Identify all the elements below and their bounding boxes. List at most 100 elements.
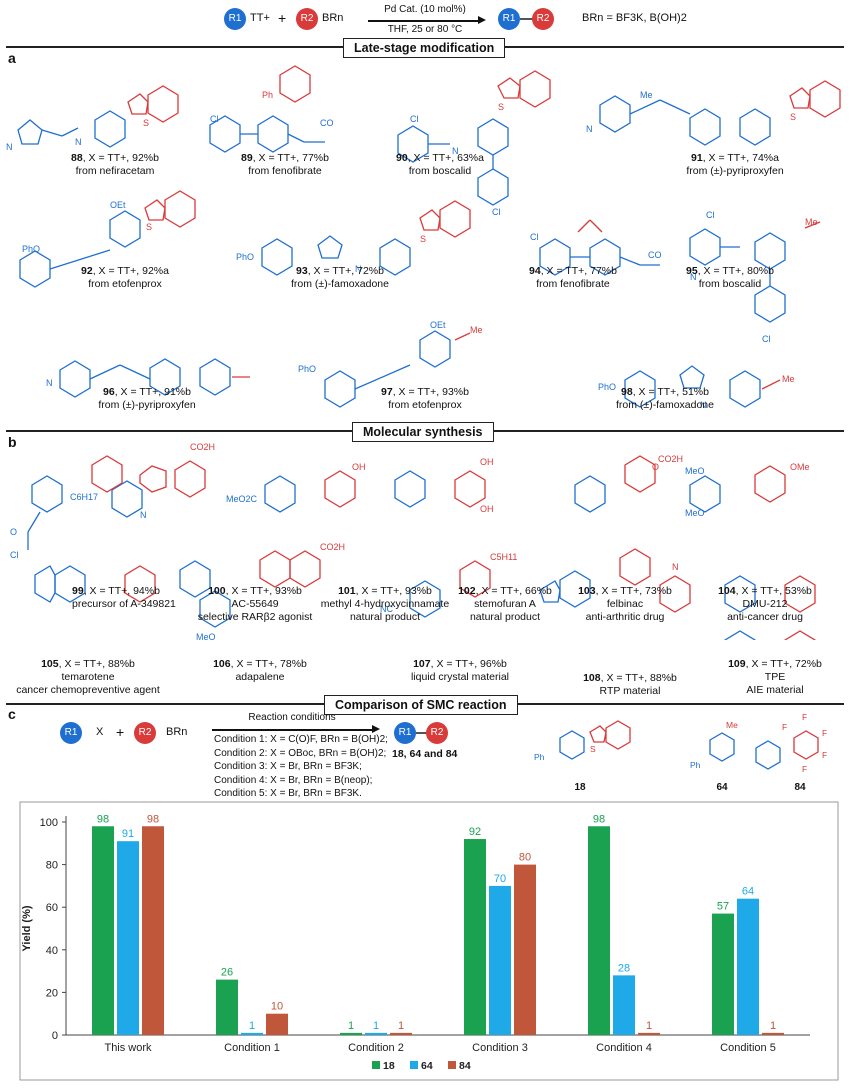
data-label-18: 98 <box>97 813 109 825</box>
svg-text:OH: OH <box>352 462 366 472</box>
benzothiophene-88 <box>147 85 179 123</box>
svg-text:S: S <box>790 112 796 122</box>
svg-text:MeO2C: MeO2C <box>226 494 258 504</box>
r1-ball: R1 <box>224 8 246 30</box>
svg-text:N: N <box>690 272 697 282</box>
svg-text:N: N <box>140 510 147 520</box>
svg-text:Ph: Ph <box>262 90 273 100</box>
compound-99-caption: 99, X = TT+, 94%b precursor of A-349821 <box>72 585 176 610</box>
ref-label-64: 64 <box>716 782 728 793</box>
section-a-title: Late-stage modification <box>343 38 506 58</box>
y-tick-label: 40 <box>46 945 58 957</box>
r1-label: R1 <box>224 8 246 30</box>
compound-109-caption: 109, X = TT+, 72%b TPE AIE material <box>728 658 822 696</box>
r2-ball: R2 <box>296 8 318 30</box>
svg-text:Cl: Cl <box>530 232 539 242</box>
condition-3: Condition 3: X = Br, BRn = BF3K; <box>214 761 362 772</box>
atom-cl-89: Cl <box>210 114 219 124</box>
bar-18 <box>712 913 734 1035</box>
svg-text:S: S <box>590 744 596 754</box>
svg-text:MeO: MeO <box>196 632 216 640</box>
bar-64 <box>241 1032 263 1035</box>
smc-arrow <box>212 729 374 731</box>
plus-sign: + <box>278 10 287 26</box>
svg-text:Me: Me <box>470 325 483 335</box>
bar-64 <box>365 1032 387 1035</box>
svg-text:MeO: MeO <box>685 466 705 476</box>
compound-103-caption: 103, X = TT+, 73%b felbinac anti-arthritic… <box>578 585 672 623</box>
bar-64 <box>117 841 139 1035</box>
svg-text:N: N <box>700 400 707 410</box>
svg-text:OEt: OEt <box>430 320 446 330</box>
svg-text:MeO: MeO <box>685 508 705 518</box>
chart-frame <box>19 801 839 1081</box>
product-r2: R2 <box>532 8 554 30</box>
svg-text:S: S <box>143 118 149 128</box>
compound-96-caption: 96, X = TT+, 91%b from (±)-pyriproxyfen <box>98 386 196 411</box>
svg-text:CO: CO <box>648 250 662 260</box>
data-label-84: 1 <box>398 1020 404 1032</box>
smc-prod-r2: R2 <box>426 722 448 744</box>
data-label-64: 1 <box>373 1020 379 1032</box>
svg-text:CO2H: CO2H <box>320 542 345 552</box>
svg-text:PhO: PhO <box>298 364 316 374</box>
x-tick-label: Condition 5 <box>720 1042 776 1054</box>
compound-92-caption: 92, X = TT+, 92%a from etofenprox <box>81 265 169 290</box>
svg-text:Me: Me <box>640 90 653 100</box>
reaction-arrow <box>368 20 482 22</box>
svg-text:OH: OH <box>480 457 494 467</box>
x-tick-label: Condition 2 <box>348 1042 404 1054</box>
svg-text:Cl: Cl <box>410 114 419 124</box>
y-tick-label: 100 <box>40 817 58 829</box>
bar-64 <box>489 885 511 1035</box>
svg-text:Cl: Cl <box>706 210 715 220</box>
svg-text:C5H11: C5H11 <box>490 552 517 562</box>
svg-text:CO2H: CO2H <box>190 442 215 452</box>
svg-text:OH: OH <box>480 504 494 514</box>
x-tick-label: This work <box>104 1042 152 1054</box>
svg-text:Ph: Ph <box>690 760 701 770</box>
smc-prod-r1: R1 <box>394 722 416 744</box>
reference-structures: Ph Ph S Me F F F F F 18 64 84 <box>534 712 827 793</box>
data-label-18: 92 <box>469 826 481 838</box>
section-b-structures: Cl O C6H17 N MeO2C MeO MeO NC MeO CO2H O… <box>10 442 816 640</box>
smc-r2-label: R2 <box>134 722 156 744</box>
section-c-title: Comparison of SMC reaction <box>324 695 518 715</box>
bar-18 <box>340 1032 362 1035</box>
panel-c-label: c <box>8 706 16 722</box>
compound-105-caption: 105, X = TT+, 88%b temarotene cancer chemo… <box>16 658 160 696</box>
compound-104-caption: 104, X = TT+, 53%b DMU-212 anti-cancer dru… <box>718 585 812 623</box>
condition-2: Condition 2: X = OBoc, BRn = B(OH)2; <box>214 747 387 759</box>
legend-swatch-64 <box>410 1061 418 1069</box>
bar-64 <box>737 898 759 1035</box>
y-tick-label: 0 <box>52 1030 58 1042</box>
data-label-18: 1 <box>348 1020 354 1032</box>
compound-93-caption: 93, X = TT+, 72%b from (±)-famoxadone <box>291 265 389 290</box>
y-axis-label: Yield (%) <box>21 905 33 951</box>
data-label-84: 98 <box>147 813 159 825</box>
data-label-18: 26 <box>221 967 233 979</box>
svg-text:O: O <box>10 527 17 537</box>
brn-definition: BRn = BF3K, B(OH)2 <box>582 12 687 24</box>
svg-text:Me: Me <box>782 374 795 384</box>
svg-text:Cl: Cl <box>762 334 771 344</box>
r2-label: R2 <box>296 8 318 30</box>
compound-90-caption: 90, X = TT+, 63%a from boscalid <box>396 152 484 177</box>
smc-prod-r2-label: R2 <box>426 722 448 744</box>
condition-1: Condition 1: X = C(O)F, BRn = B(OH)2; <box>214 734 388 745</box>
bar-18 <box>464 839 486 1035</box>
compound-97-caption: 97, X = TT+, 93%b from etofenprox <box>381 386 469 411</box>
section-a-structures: N N Cl Ph CO Cl N Cl N Me OEt PhO PhO N … <box>6 65 841 410</box>
condition-5: Condition 5: X = Br, BRn = BF3K. <box>214 788 362 799</box>
smc-products-label: 18, 64 and 84 <box>392 748 458 760</box>
smc-prod-bond <box>416 732 428 734</box>
svg-text:N: N <box>672 562 679 572</box>
data-label-64: 70 <box>494 873 506 885</box>
svg-text:N: N <box>452 146 459 156</box>
data-label-84: 1 <box>646 1020 652 1032</box>
svg-text:F: F <box>802 712 807 722</box>
data-label-64: 64 <box>742 886 754 898</box>
svg-text:NC: NC <box>380 604 393 614</box>
yield-bar-chart: 0 20 40 60 80 100 Yield (%) This work 98 91 98 Cond… <box>19 801 839 1081</box>
